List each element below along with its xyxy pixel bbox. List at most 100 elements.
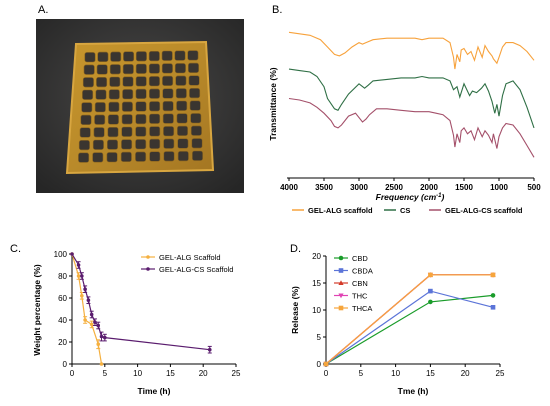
scaffold-pore [177,138,189,149]
degradation-legend: GEL-ALG Scaffold GEL-ALG-CS Scaffold [141,253,233,274]
scaffold-pore [93,127,105,138]
scaffold-pore [187,50,199,61]
scaffold-pore [79,127,91,138]
ftir-x-tick-label: 4000 [280,183,298,192]
degradation-point [96,323,101,328]
scaffold-pore [149,113,161,124]
panel-b-label: B. [272,4,282,16]
scaffold-pore [135,88,147,99]
scaffold-pore [97,51,109,62]
scaffold-pore [149,88,161,99]
release-x-tick-label: 20 [461,369,470,378]
scaffold-pore [189,88,201,99]
panel-c: C. Weight percentage (%) Time (h) 0 5 10 15… [0,232,262,401]
scaffold-pore [110,51,122,62]
scaffold-pore [176,100,188,111]
release-point [428,272,433,278]
panel-d: D. Release (%) Tme (h) 0 5 10 15 20 25 0 5 10 15 2… [262,232,550,401]
scaffold-pore [123,51,135,62]
scaffold-pore [122,89,134,100]
scaffold-pore [177,151,189,162]
ftir-x-tick-label: 2000 [420,183,438,192]
degradation-point [89,312,94,317]
release-series-line-2 [325,274,493,365]
release-x-tick-label: 5 [359,369,364,378]
scaffold-photo [65,40,215,175]
release-point [428,299,433,305]
scaffold-pore [94,102,106,113]
scaffold-pore [96,77,108,88]
scaffold-pore [78,140,90,151]
release-axes: 0 5 10 15 20 25 0 5 10 15 20 [312,252,505,378]
release-point [490,305,496,310]
scaffold-pore [121,101,133,112]
scaffold-pore [148,50,160,62]
release-y-tick-label: 5 [317,333,322,342]
scaffold-pore [92,152,104,163]
scaffold-pore [162,101,174,112]
scaffold-pore [149,151,161,162]
scaffold-pore [95,89,107,100]
degradation-point [76,263,81,267]
ftir-x-tick-label: 2500 [385,183,403,192]
scaffold-pore [96,64,108,75]
release-chart: D. Release (%) Tme (h) 0 5 10 15 20 25 0 5 10 15 2… [290,243,505,396]
scaffold-pore [135,126,147,137]
degradation-point [89,322,94,327]
scaffold-pore [135,51,147,62]
ftir-series-line-1 [288,68,535,129]
ftir-legend-label: GEL-ALG-CS scaffold [445,206,523,215]
degradation-x-axis-title: Time (h) [138,386,171,396]
ftir-y-axis-title: Transmittance (%) [268,67,278,140]
ftir-x-tick-label: 1500 [455,183,473,192]
ftir-x-ticks: 4000 3500 3000 2500 2000 1500 1000 500 [280,178,541,192]
scaffold-pore [122,76,134,87]
release-series-line-3 [325,274,493,365]
scaffold-pore [188,62,200,73]
ftir-legend-label: GEL-ALG scaffold [308,206,373,215]
degradation-y-tick-label: 40 [58,316,67,325]
release-legend-label: CBN [352,279,368,288]
scaffold-pore [107,139,119,150]
scaffold-pore [192,150,204,161]
scaffold-pore [94,114,106,125]
scaffold-pore [162,113,174,124]
scaffold-pore [135,151,147,162]
degradation-point [86,298,91,302]
release-legend-label: CBD [352,254,368,263]
degradation-x-tick-label: 25 [232,369,241,378]
ftir-series [288,31,535,158]
scaffold-pore [81,102,93,113]
degradation-point [103,335,107,340]
release-x-axis-title: Tme (h) [398,386,429,396]
scaffold-pore [175,75,187,86]
scaffold-pore [177,125,189,136]
scaffold-pore [106,152,118,163]
scaffold-pore [149,138,161,150]
ftir-x-tick-label: 500 [527,183,541,192]
scaffold-pore [109,64,121,75]
release-series [323,272,496,367]
degradation-y-tick-label: 80 [58,272,67,281]
ftir-legend: GEL-ALG scaffold CS GEL-ALG-CS scaffold [292,206,523,215]
scaffold-pore [189,100,201,111]
degradation-chart: C. Weight percentage (%) Time (h) 0 5 10 15… [10,243,241,396]
degradation-x-tick-label: 0 [70,369,75,378]
scaffold-pore [121,139,133,150]
scaffold-pore [148,63,160,74]
degradation-y-axis-title: Weight percentage (%) [32,264,42,356]
scaffold-pore [109,76,121,87]
degradation-series [70,252,212,366]
release-y-axis-title: Release (%) [290,286,300,334]
release-point [323,361,329,367]
scaffold-pore [120,151,132,163]
scaffold-pore [176,113,188,124]
degradation-legend-marker [146,267,150,271]
scaffold-pore [190,125,202,136]
release-legend-label: THCA [352,304,372,313]
degradation-point [207,347,212,352]
ftir-x-tick-label: 3500 [315,183,333,192]
scaffold-pore [82,89,94,100]
panel-a-label: A. [38,4,48,16]
release-y-tick-label: 15 [312,279,321,288]
